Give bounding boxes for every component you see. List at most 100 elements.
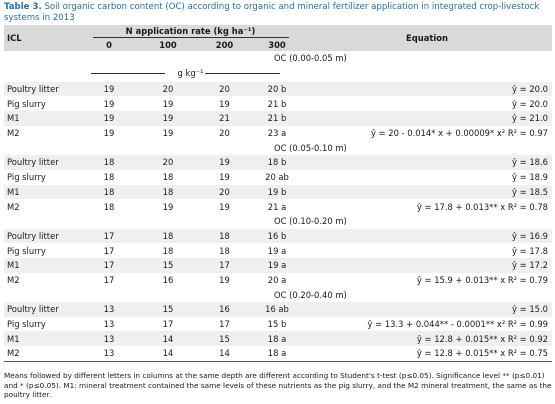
row-icl: Poultry litter: [4, 302, 79, 317]
row-value-200: 19: [219, 172, 230, 183]
unit-cell: g kg⁻¹: [79, 66, 302, 82]
row-icl: M2: [7, 274, 20, 285]
row-value-0: 13: [79, 331, 139, 347]
row-value-0: 17: [103, 274, 115, 285]
row-value-100: 18: [139, 228, 197, 244]
row-value-100: 15: [139, 257, 197, 273]
row-equation: ŷ = 15.0: [302, 302, 552, 317]
row-value-200: 20: [219, 128, 230, 139]
row-icl: M1: [4, 257, 79, 273]
row-value-300: 15 b: [267, 319, 287, 330]
header-n-rate-rule: [92, 37, 289, 38]
row-icl: Pig slurry: [7, 98, 46, 109]
section-title-row: OC (0.20-0.40 m): [4, 287, 552, 302]
row-equation: ŷ = 15.9 + 0.013** x R² = 0.79: [416, 274, 548, 285]
row-value-300: 16 b: [252, 228, 302, 244]
row-value-300: 19 a: [252, 257, 302, 273]
row-value-0: 13: [103, 319, 115, 330]
row-value-300: 20 b: [252, 81, 302, 97]
row-icl: Poultry litter: [4, 81, 79, 97]
row-value-0: 17: [79, 228, 139, 244]
unit-eq-spacer: [302, 66, 552, 82]
row-value-300: 21 b: [252, 111, 302, 126]
row-value-0: 18: [79, 155, 139, 170]
row-equation: ŷ = 13.3 + 0.044** - 0.0001** x² R² = 0.…: [367, 319, 548, 330]
row-value-200: 19: [197, 155, 252, 170]
table-caption: Table 3. Soil organic carbon content (OC…: [4, 2, 552, 23]
row-value-100: 18: [139, 184, 197, 200]
header-rate-100: 100: [139, 39, 197, 51]
row-equation: ŷ = 17.8 + 0.013** x R² = 0.78: [416, 201, 548, 212]
row-icl: M1: [4, 184, 79, 200]
row-icl: M2: [7, 201, 20, 212]
row-value-200: 16: [197, 302, 252, 317]
row-value-200: 20: [197, 81, 252, 97]
section-title: OC (0.20-0.40 m): [274, 289, 347, 300]
table-row: Poultry litter 13 15 16 16 ab ŷ = 15.0: [4, 302, 552, 317]
row-value-100: 14: [139, 346, 197, 362]
row-equation: ŷ = 18.5: [302, 184, 552, 200]
row-value-100: 15: [139, 302, 197, 317]
row-icl: Pig slurry: [7, 319, 46, 330]
row-value-200: 14: [197, 346, 252, 362]
section-title-row: OC (0.10-0.20 m): [4, 214, 552, 229]
table-row: Pig slurry 19 19 19 21 b ŷ = 20.0: [4, 96, 552, 111]
header-icl: ICL: [4, 25, 79, 51]
row-value-100: 19: [162, 201, 174, 212]
row-value-200: 19: [219, 98, 230, 109]
row-value-300: 16 ab: [252, 302, 302, 317]
header-n-rate: N application rate (kg ha⁻¹): [79, 25, 302, 39]
row-value-300: 21 a: [267, 201, 287, 212]
unit-rule-right: [205, 72, 280, 74]
row-equation: ŷ = 20 - 0.014* x + 0.00009* x² R² = 0.9…: [370, 128, 548, 139]
row-value-100: 18: [162, 245, 174, 256]
header-rate-300: 300: [252, 39, 302, 51]
section-title-row: OC (0.00-0.05 m): [4, 51, 552, 66]
row-value-100: 16: [162, 274, 174, 285]
unit-rule-left: [91, 72, 165, 74]
row-equation: ŷ = 20.0: [302, 81, 552, 97]
section-title-row: OC (0.05-0.10 m): [4, 140, 552, 155]
unit-label: g kg⁻¹: [177, 67, 204, 78]
table-row: Pig slurry 17 18 18 19 a ŷ = 17.8: [4, 243, 552, 258]
row-equation: ŷ = 12.8 + 0.015** x R² = 0.75: [302, 346, 552, 362]
row-equation: ŷ = 18.9: [512, 172, 548, 183]
row-equation: ŷ = 20.0: [512, 98, 548, 109]
table-caption-label: Table 3.: [4, 2, 42, 12]
row-value-0: 13: [79, 346, 139, 362]
table-body: OC (0.00-0.05 m) g kg⁻¹ Poultry litter 19 20…: [4, 51, 552, 362]
table-row: M2 18 19 19 21 a ŷ = 17.8 + 0.013** x R² = 0.…: [4, 199, 552, 214]
section-spacer: [4, 51, 79, 66]
row-value-0: 19: [79, 81, 139, 97]
row-value-0: 19: [103, 98, 115, 109]
row-value-200: 21: [197, 111, 252, 126]
section-spacer: [4, 214, 79, 229]
table-row: Pig slurry 18 18 19 20 ab ŷ = 18.9: [4, 170, 552, 185]
row-value-300: 18 a: [252, 331, 302, 347]
row-value-0: 18: [103, 172, 115, 183]
table-caption-text: Soil organic carbon content (OC) accordi…: [4, 2, 540, 23]
row-value-200: 18: [219, 245, 230, 256]
row-value-200: 20: [197, 184, 252, 200]
row-value-0: 18: [79, 184, 139, 200]
header-n-rate-label: N application rate (kg ha⁻¹): [125, 26, 256, 36]
row-equation: ŷ = 18.6: [302, 155, 552, 170]
row-equation: ŷ = 21.0: [302, 111, 552, 126]
row-icl: M1: [4, 111, 79, 126]
row-value-100: 19: [162, 128, 174, 139]
row-value-200: 19: [219, 274, 230, 285]
row-value-300: 23 a: [267, 128, 287, 139]
row-icl: Poultry litter: [4, 155, 79, 170]
row-value-300: 18 b: [252, 155, 302, 170]
section-spacer: [4, 140, 79, 155]
row-equation: ŷ = 17.2: [302, 257, 552, 273]
row-value-0: 17: [79, 257, 139, 273]
row-value-300: 20 ab: [265, 172, 289, 183]
